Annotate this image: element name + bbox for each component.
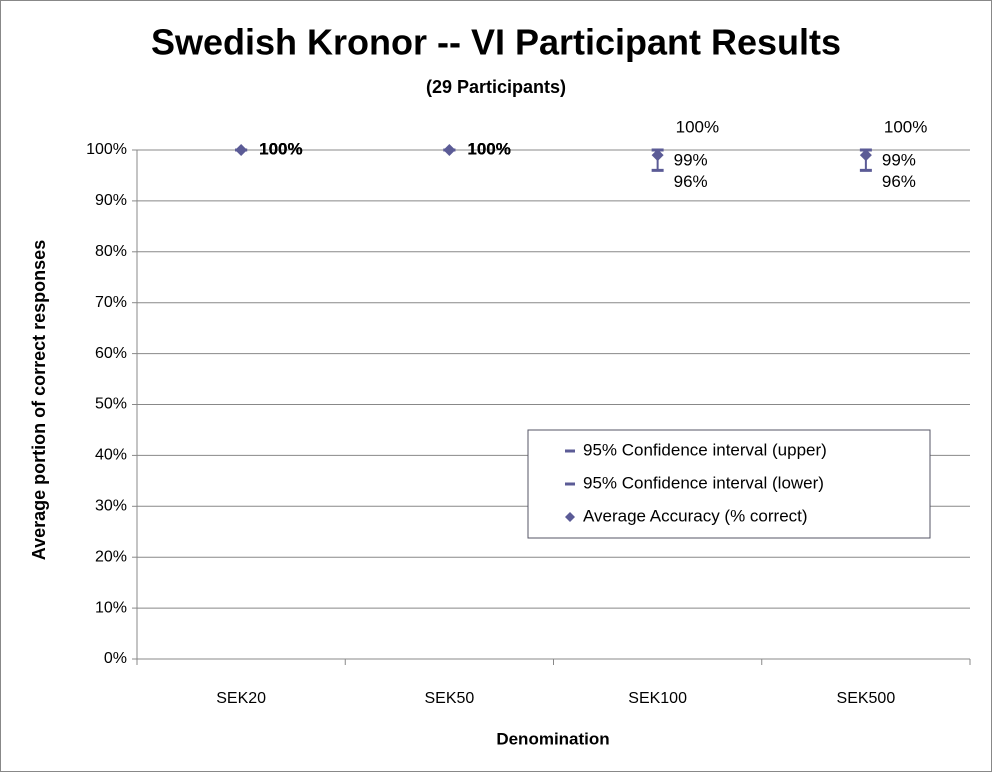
chart-title: Swedish Kronor -- VI Participant Results [151, 22, 841, 63]
x-tick-label: SEK50 [424, 690, 474, 707]
y-tick-label: 10% [95, 599, 127, 616]
lower-label: 96% [882, 172, 916, 191]
y-tick-label: 60% [95, 345, 127, 362]
lower-label: 100% [259, 139, 302, 158]
x-tick-label: SEK20 [216, 690, 266, 707]
upper-label: 100% [884, 117, 927, 136]
upper-label: 100% [676, 117, 719, 136]
y-tick-label: 40% [95, 447, 127, 464]
x-tick-label: SEK500 [837, 690, 896, 707]
y-tick-label: 20% [95, 548, 127, 565]
average-marker [443, 144, 456, 156]
lower-label: 100% [467, 139, 510, 158]
upper-label: 100% [259, 139, 302, 158]
y-tick-label: 90% [95, 192, 127, 209]
average-marker [235, 144, 248, 156]
average-label: 99% [882, 151, 916, 170]
chart-subtitle: (29 Participants) [426, 77, 566, 97]
y-tick-label: 30% [95, 498, 127, 515]
y-tick-label: 50% [95, 396, 127, 413]
legend-marker [565, 512, 575, 522]
legend-label: 95% Confidence interval (upper) [583, 440, 827, 459]
y-tick-label: 70% [95, 294, 127, 311]
average-label: 100% [259, 139, 302, 158]
y-tick-label: 100% [86, 141, 127, 158]
y-tick-label: 80% [95, 243, 127, 260]
x-axis-label: Denomination [496, 729, 609, 748]
x-tick-label: SEK100 [628, 690, 687, 707]
legend-label: 95% Confidence interval (lower) [583, 473, 824, 492]
legend-label: Average Accuracy (% correct) [583, 506, 808, 525]
upper-label: 100% [467, 139, 510, 158]
average-label: 99% [674, 151, 708, 170]
average-label: 100% [467, 139, 510, 158]
lower-label: 96% [674, 172, 708, 191]
average-marker [651, 149, 664, 162]
average-marker [859, 149, 872, 162]
y-tick-label: 0% [104, 650, 127, 667]
y-axis-label: Average portion of correct responses [29, 240, 49, 560]
legend-box [527, 429, 931, 539]
